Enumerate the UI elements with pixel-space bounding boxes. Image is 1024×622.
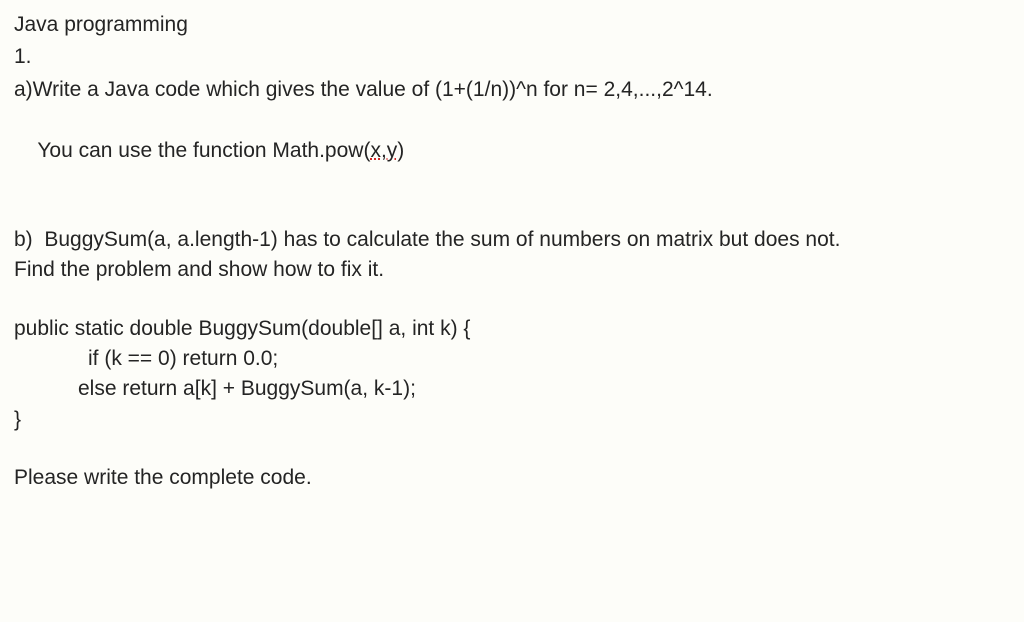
code-line-2: if (k == 0) return 0.0; xyxy=(14,344,1010,374)
code-line-4: } xyxy=(14,405,1010,435)
part-b-line2: Find the problem and show how to fix it. xyxy=(14,255,1010,285)
part-a-line2-prefix: You can use the function Math.pow( xyxy=(37,139,370,162)
question-number: 1. xyxy=(14,42,1010,72)
gap-3 xyxy=(14,435,1010,463)
title: Java programming xyxy=(14,10,1010,40)
footer-instruction: Please write the complete code. xyxy=(14,463,1010,493)
code-line-1: public static double BuggySum(double[] a… xyxy=(14,314,1010,344)
part-b-line1: b) BuggySum(a, a.length-1) has to calcul… xyxy=(14,225,1010,255)
spellcheck-xy: x,y xyxy=(370,139,397,162)
document-body: Java programming 1. a)Write a Java code … xyxy=(14,10,1010,494)
part-a-line2: You can use the function Math.pow(x,y) xyxy=(14,105,1010,196)
part-a-line2-suffix: ) xyxy=(397,139,404,162)
gap-2 xyxy=(14,286,1010,314)
code-line-3: else return a[k] + BuggySum(a, k-1); xyxy=(14,374,1010,404)
gap-1 xyxy=(14,197,1010,225)
part-a-line1: a)Write a Java code which gives the valu… xyxy=(14,75,1010,105)
